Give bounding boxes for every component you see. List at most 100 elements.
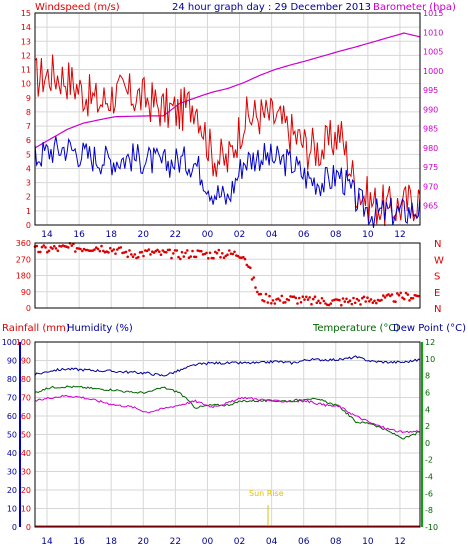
direction-point xyxy=(320,297,324,300)
direction-point xyxy=(387,293,390,296)
direction-point xyxy=(359,303,362,306)
direction-point xyxy=(172,252,175,255)
direction-point xyxy=(215,251,219,255)
x-tick-label: 08 xyxy=(330,537,342,547)
direction-point xyxy=(130,253,133,256)
humidity-label: Humidity (%) xyxy=(67,323,133,334)
y-tick-label-rain: 60 xyxy=(21,412,31,421)
direction-point xyxy=(348,299,352,303)
dewpoint-label: Dew Point (°C) xyxy=(393,323,466,334)
direction-point xyxy=(126,255,129,259)
direction-point xyxy=(350,302,354,306)
direction-point xyxy=(156,248,159,252)
direction-point xyxy=(145,249,149,253)
direction-point xyxy=(296,302,299,305)
direction-point xyxy=(109,246,112,250)
y2-tick-label: 0 xyxy=(425,439,430,448)
direction-point xyxy=(271,299,275,302)
dewpoint-line xyxy=(34,355,421,377)
y-tick-label-rain: 100 xyxy=(16,338,31,347)
x-tick-label: 08 xyxy=(330,230,342,240)
direction-point xyxy=(305,295,308,299)
y-tick-label-humidity: 20 xyxy=(7,486,17,495)
x-tick-label: 04 xyxy=(266,230,278,240)
direction-point xyxy=(411,297,415,300)
compass-label: E xyxy=(434,288,440,299)
y-tick-label-humidity: 0 xyxy=(12,523,17,532)
y-tick-label-rain: 10 xyxy=(21,505,31,514)
y-tick-label-rain: 0 xyxy=(26,523,31,532)
direction-point xyxy=(149,253,152,256)
y2-tick-label: -8 xyxy=(425,506,433,515)
direction-point xyxy=(245,263,249,267)
direction-point xyxy=(79,247,82,251)
x-tick-label: 20 xyxy=(138,537,150,547)
windspeed-label: Windspeed (m/s) xyxy=(35,2,120,13)
direction-point xyxy=(194,255,198,259)
y2-tick-label: -4 xyxy=(425,473,433,482)
y2-tick-label: 1010 xyxy=(423,28,443,37)
temperature-label: Temperature (°C) xyxy=(312,323,399,334)
direction-point xyxy=(362,295,366,299)
direction-point xyxy=(329,302,333,305)
direction-point xyxy=(340,303,343,307)
sunrise-label: Sun Rise xyxy=(249,489,284,498)
direction-point xyxy=(177,255,180,259)
y2-tick-label: -2 xyxy=(425,456,433,465)
direction-point xyxy=(35,244,39,248)
y2-tick-label: 1015 xyxy=(423,9,443,18)
direction-point xyxy=(128,249,131,252)
direction-point xyxy=(397,293,401,297)
direction-point xyxy=(382,294,385,297)
direction-point xyxy=(383,296,387,299)
direction-point xyxy=(264,292,268,296)
y2-tick-label: 975 xyxy=(423,163,438,172)
y-tick-label: 3 xyxy=(26,179,31,188)
y-tick-label: 10 xyxy=(21,80,31,89)
direction-point xyxy=(255,290,259,294)
y2-tick-label: 2 xyxy=(425,422,430,431)
direction-point xyxy=(217,248,221,252)
direction-point xyxy=(254,286,257,289)
direction-point xyxy=(226,253,229,256)
direction-point xyxy=(353,301,357,305)
direction-point xyxy=(98,249,102,253)
direction-point xyxy=(310,302,313,306)
y2-tick-label: 6 xyxy=(425,388,430,397)
x-tick-label: 00 xyxy=(202,230,214,240)
temperature-line xyxy=(34,385,421,440)
direction-point xyxy=(112,248,116,251)
direction-point xyxy=(404,291,408,295)
y-tick-label: 270 xyxy=(16,255,31,264)
y-tick-label: 6 xyxy=(26,136,31,145)
direction-point xyxy=(401,296,404,300)
compass-label: N xyxy=(434,304,441,315)
y-tick-label: 4 xyxy=(26,164,31,173)
direction-point xyxy=(259,292,263,296)
x-tick-label: 04 xyxy=(266,537,278,547)
x-tick-label: 20 xyxy=(138,230,150,240)
y-tick-label: 0 xyxy=(26,221,31,230)
y-tick-label-humidity: 90 xyxy=(7,357,17,366)
direction-point xyxy=(133,253,137,256)
y-tick-label-rain: 80 xyxy=(21,375,31,384)
direction-point xyxy=(343,300,347,303)
direction-point xyxy=(200,249,203,253)
direction-point xyxy=(277,297,280,301)
direction-point xyxy=(165,251,168,254)
y2-tick-label: 4 xyxy=(425,405,430,414)
y-tick-label: 0 xyxy=(26,304,31,313)
direction-point xyxy=(417,294,420,298)
direction-point xyxy=(236,254,240,258)
x-tick-label: 22 xyxy=(170,537,181,547)
direction-point xyxy=(233,250,236,254)
direction-point xyxy=(301,295,305,299)
wind-panel: 0123456789101112131415965970975980985990… xyxy=(21,9,444,240)
direction-point xyxy=(147,248,151,251)
x-tick-label: 12 xyxy=(394,230,405,240)
direction-point xyxy=(137,255,140,259)
direction-point xyxy=(74,250,77,253)
direction-point xyxy=(93,248,96,251)
y-tick-label: 5 xyxy=(26,150,31,159)
